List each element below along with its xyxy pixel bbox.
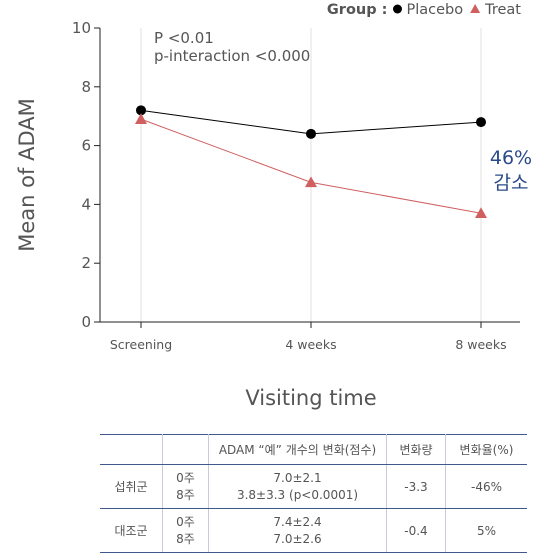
reduction-callout: 감소	[494, 172, 529, 194]
table-header-cell	[100, 434, 163, 465]
x-tick-label: 8 weeks	[455, 337, 506, 352]
chart-svg: 0 2 4 6 8 10 Screening 4 weeks 8 weeks Visiting t…	[15, 2, 532, 410]
table-cell-change: -3.3	[386, 464, 446, 509]
data-point-treat	[135, 113, 147, 124]
table-header-cell	[162, 434, 209, 465]
stats-annotation: p-interaction <0.000	[154, 47, 310, 65]
y-tick-label: 4	[81, 195, 91, 213]
y-axis-title: Mean of ADAM	[15, 98, 39, 251]
x-tick-label: Screening	[110, 337, 172, 352]
legend-label-placebo: Placebo	[406, 2, 463, 18]
legend-label-treat: Treat	[484, 2, 521, 18]
y-tick-label: 0	[81, 313, 91, 331]
score-value: 7.0±2.1	[273, 470, 322, 485]
data-point-placebo	[136, 105, 146, 116]
y-tick-label: 2	[81, 254, 91, 272]
table-cell-rate: -46%	[445, 464, 527, 509]
table-cell-weeks: 0주 8주	[162, 508, 209, 553]
stats-annotation: P <0.01	[154, 29, 214, 47]
table-cell-group: 대조군	[100, 508, 163, 553]
table-cell-weeks: 0주 8주	[162, 464, 209, 509]
table-header-cell: 변화율(%)	[445, 434, 527, 465]
table-cell-change: -0.4	[386, 508, 446, 553]
y-tick-label: 6	[81, 137, 91, 155]
table-cell-scores: 7.4±2.4 7.0±2.6	[208, 508, 387, 553]
data-point-treat	[305, 176, 317, 188]
week-label: 8주	[176, 487, 195, 502]
line-chart: 0 2 4 6 8 10 Screening 4 weeks 8 weeks Visiting t…	[15, 2, 532, 410]
table-cell-scores: 7.0±2.1 3.8±3.3 (p<0.0001)	[208, 464, 387, 509]
score-value: 3.8±3.3 (p<0.0001)	[236, 487, 359, 502]
legend-title: Group :	[327, 2, 388, 18]
x-axis-title: Visiting time	[245, 386, 376, 410]
table-row: 대조군 0주 8주 7.4±2.4 7.0±2.6 -0.4 5%	[100, 508, 527, 553]
data-point-placebo	[476, 117, 486, 128]
table-header-cell: 변화량	[386, 434, 446, 465]
summary-table: ADAM “예” 개수의 변화(점수) 변화량 변화율(%) 섭취군 0주 8주…	[100, 434, 527, 553]
reduction-callout: 46%	[490, 147, 532, 169]
week-label: 8주	[176, 531, 195, 546]
score-value: 7.0±2.6	[273, 531, 322, 546]
y-tick-label: 10	[72, 19, 91, 37]
week-label: 0주	[176, 470, 195, 485]
legend-marker-treat	[470, 4, 481, 13]
table-header-cell: ADAM “예” 개수의 변화(점수)	[208, 434, 387, 465]
table-cell-rate: 5%	[445, 508, 527, 553]
data-point-placebo	[306, 128, 316, 139]
week-label: 0주	[176, 514, 195, 529]
y-tick-label: 8	[81, 78, 91, 96]
legend-marker-placebo	[392, 4, 402, 14]
score-value: 7.4±2.4	[273, 514, 322, 529]
table-header-row: ADAM “예” 개수의 변화(점수) 변화량 변화율(%)	[100, 434, 527, 465]
x-tick-label: 4 weeks	[285, 337, 336, 352]
table-row: 섭취군 0주 8주 7.0±2.1 3.8±3.3 (p<0.0001) -3.…	[100, 464, 527, 509]
table-cell-group: 섭취군	[100, 464, 163, 509]
data-point-treat	[475, 207, 487, 219]
